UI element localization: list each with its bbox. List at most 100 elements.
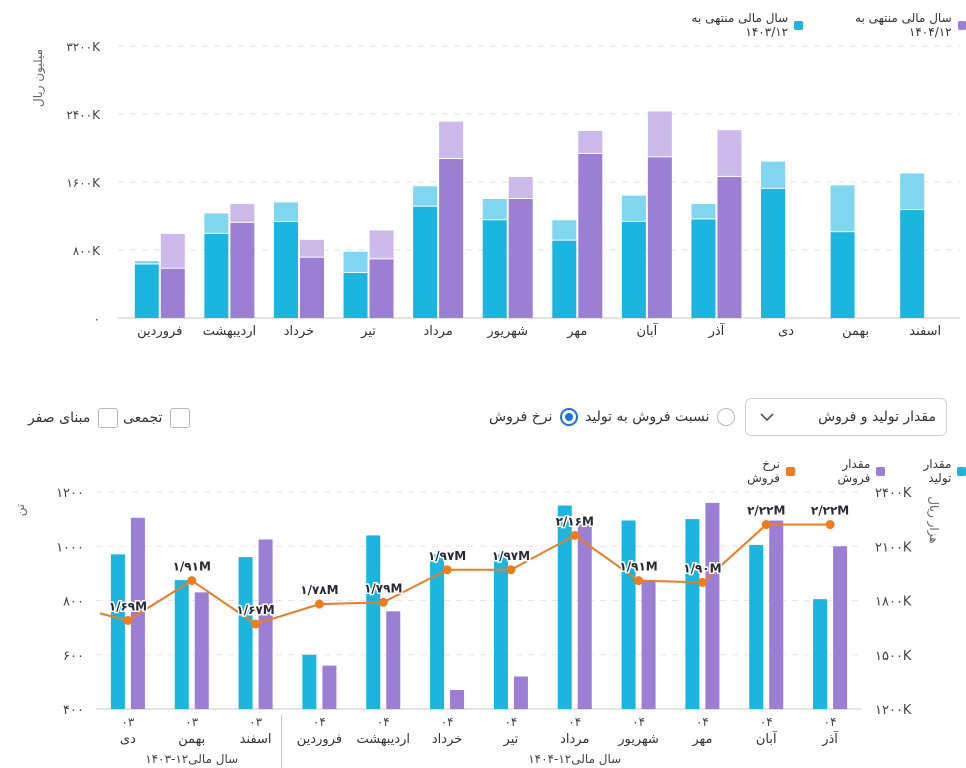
x-tick-code: ۰۴	[696, 715, 709, 729]
bar-1404-top	[508, 176, 533, 198]
legend-label-rate: نرخ فروش	[747, 457, 780, 485]
bar-1404-base	[508, 199, 533, 318]
bar-production	[110, 554, 125, 709]
x-tick-label: شهریور	[617, 732, 659, 747]
x-tick-label: خرداد	[432, 732, 462, 747]
point-sales-rate	[697, 577, 707, 587]
y-tick-label: ۱۰۰۰	[56, 540, 84, 555]
bar-1404-base	[439, 159, 464, 318]
x-tick-code: ۰۳	[121, 715, 134, 729]
checkbox-zero-box[interactable]	[98, 408, 119, 428]
point-sales-rate	[761, 520, 771, 530]
legend-swatch-production	[957, 466, 966, 476]
x-tick-label: آذر	[821, 730, 839, 747]
data-label-rate: ۱/۷۸M	[300, 583, 338, 597]
point-sales-rate	[570, 530, 580, 540]
bar-1403-top	[134, 261, 159, 264]
data-label-rate: ۱/۶۹M	[109, 599, 147, 613]
legend-item-production[interactable]: مقدار تولید	[899, 457, 966, 485]
y2-tick-label: ۱۲۰۰K	[875, 703, 912, 718]
point-sales-rate	[251, 619, 261, 629]
y-tick-label: ۸۰۰K	[73, 244, 101, 258]
point-sales-rate	[123, 615, 133, 625]
checkbox-cumulative[interactable]: تجمعی	[123, 408, 191, 428]
bar-1404-top	[230, 204, 255, 222]
radio-ratio[interactable]: نسبت فروش به تولید	[585, 408, 736, 426]
chart1-svg: ۰ ۸۰۰K ۱۶۰۰K ۲۴۰۰K ۳۲۰۰K میلیون ریال فروردین ار…	[31, 40, 960, 339]
x-tick-label: بهمن	[842, 324, 869, 339]
x-tick-code: ۰۴	[504, 715, 517, 729]
legend-label-sales: مقدار فروش	[837, 457, 871, 485]
data-label-rate: ۱/۹۷M	[428, 549, 466, 563]
x-tick-label: آبان	[637, 322, 659, 339]
point-sales-rate	[187, 576, 197, 586]
bar-production	[238, 557, 253, 709]
bar-production	[430, 554, 445, 709]
x-tick-label: مرداد	[560, 732, 589, 747]
radio-rate-label: نرخ فروش	[489, 409, 553, 425]
dropdown-label: مقدار تولید و فروش	[818, 409, 936, 425]
legend-item-1404[interactable]: سال مالی منتهی به ۱۴۰۴/۱۲	[819, 11, 966, 39]
x-tick-label: اسفند	[240, 732, 272, 747]
y-tick-label: ۸۰۰	[63, 595, 84, 610]
bar-1404-base	[369, 259, 394, 318]
x-tick-label: آذر	[708, 322, 726, 339]
y2-axis-label: هزار ریال	[926, 496, 941, 543]
bar-1404-top	[439, 121, 464, 159]
bar-sales	[322, 665, 337, 709]
point-sales-rate	[442, 565, 452, 575]
y-tick-label: ۳۲۰۰K	[66, 40, 101, 54]
bar-1403-base	[830, 232, 855, 318]
y-tick-label: ۰	[94, 312, 100, 326]
x-tick-label: اردیبهشت	[356, 732, 410, 747]
bar-sales	[641, 580, 656, 709]
chart-type-dropdown[interactable]: مقدار تولید و فروش	[745, 398, 947, 436]
bar-1404-top	[647, 111, 672, 157]
bar-1404-base	[299, 257, 324, 318]
bar-1403-base	[691, 219, 716, 318]
radio-ratio-label: نسبت فروش به تولید	[585, 409, 710, 425]
bar-1403-top	[482, 199, 507, 220]
chart2-svg: ۴۰۰ ۶۰۰ ۸۰۰ ۱۰۰۰ ۱۲۰۰ ۱۲۰۰K ۱۵۰۰K ۱۸۰۰K ۲۱۰۰K ۲۴۰…	[13, 486, 941, 768]
bar-production	[493, 554, 508, 709]
radio-rate-button[interactable]	[560, 408, 579, 426]
legend-swatch-rate	[785, 466, 795, 476]
bar-1403-top	[761, 161, 786, 188]
point-sales-rate	[378, 597, 388, 607]
checkbox-cumulative-box[interactable]	[170, 408, 191, 428]
bar-1403-base	[204, 233, 229, 318]
bar-1403-base	[482, 220, 507, 318]
radio-ratio-button[interactable]	[717, 408, 736, 426]
group-label: سال مالی۱۲-۱۴۰۴	[528, 752, 621, 766]
checkbox-zero-base[interactable]: مبنای صفر	[28, 408, 119, 428]
bar-1403-top	[343, 251, 368, 272]
bar-sales	[450, 690, 465, 709]
bar-1404-base	[717, 176, 742, 318]
x-tick-code: ۰۳	[249, 715, 262, 729]
bar-production	[557, 505, 572, 709]
legend-item-sales[interactable]: مقدار فروش	[809, 457, 885, 485]
legend-item-rate[interactable]: نرخ فروش	[728, 457, 795, 485]
x-tick-label: شهریور	[486, 324, 528, 339]
bar-1403-top	[900, 173, 925, 210]
x-tick-label: فروردین	[137, 324, 182, 339]
x-tick-code: ۰۴	[377, 715, 390, 729]
bar-1403-base	[552, 240, 577, 318]
bar-1403-top	[273, 202, 298, 221]
y2-tick-label: ۱۵۰۰K	[875, 649, 912, 664]
checkbox-zero-label: مبنای صفر	[28, 410, 91, 426]
y-tick-label: ۱۲۰۰	[56, 486, 84, 501]
legend-item-1403[interactable]: سال مالی منتهی به ۱۴۰۳/۱۲	[655, 11, 803, 39]
legend-label-1404: سال مالی منتهی به ۱۴۰۴/۱۲	[855, 11, 952, 39]
x-tick-code: ۰۴	[824, 715, 837, 729]
chart1-legend: سال مالی منتهی به ۱۴۰۴/۱۲ سال مالی منتهی…	[655, 11, 966, 39]
x-tick-label: دی	[778, 324, 794, 339]
x-tick-label: اسفند	[909, 324, 941, 339]
bar-1403-top	[691, 204, 716, 219]
bar-1403-base	[621, 221, 646, 318]
bar-1403-top	[552, 220, 577, 240]
bar-production	[685, 519, 700, 709]
data-label-rate: ۱/۷۹M	[364, 581, 402, 595]
radio-rate[interactable]: نرخ فروش	[489, 408, 579, 426]
bar-1403-base	[413, 206, 438, 318]
